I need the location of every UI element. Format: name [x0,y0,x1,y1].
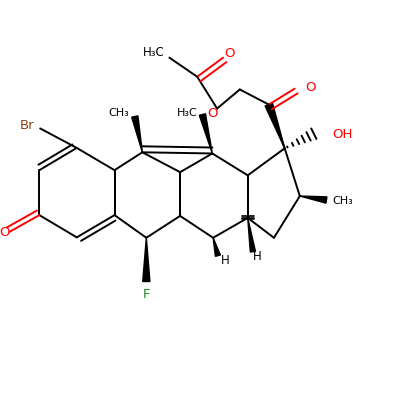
Text: O: O [224,47,234,60]
Polygon shape [265,103,285,148]
Polygon shape [199,114,212,154]
Text: Br: Br [20,119,35,132]
Polygon shape [132,116,142,152]
Text: H: H [221,254,230,267]
Text: H: H [252,250,261,263]
Text: O: O [305,80,316,94]
Text: O: O [207,107,218,120]
Text: F: F [142,288,150,301]
Text: O: O [0,226,10,239]
Polygon shape [143,238,150,282]
Polygon shape [248,218,256,252]
Text: H₃C: H₃C [176,108,197,118]
Polygon shape [213,238,220,256]
Text: OH: OH [332,128,353,141]
Text: CH₃: CH₃ [108,108,129,118]
Text: CH₃: CH₃ [332,196,353,206]
Polygon shape [300,196,327,203]
Text: H₃C: H₃C [143,46,165,59]
